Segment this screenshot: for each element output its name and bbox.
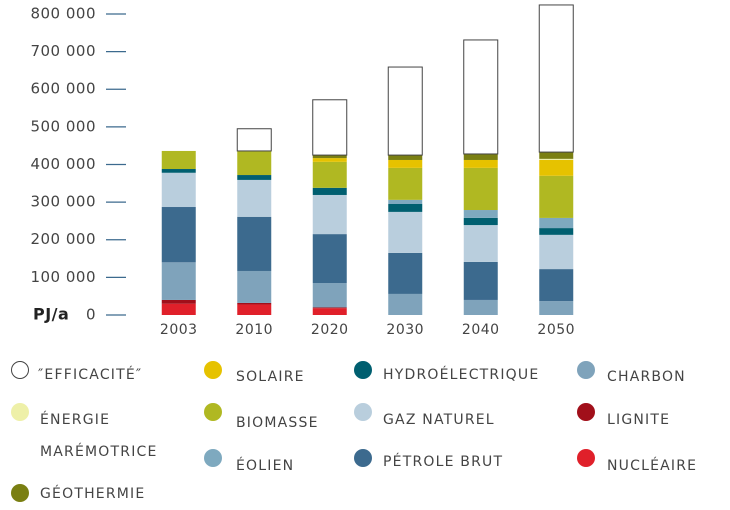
y-tick-label: 500 000: [30, 117, 96, 135]
legend-label: CHARBON: [607, 369, 686, 385]
y-tick-label: 400 000: [30, 155, 96, 173]
legend-label: HYDROÉLECTRIQUE: [383, 367, 540, 383]
bar-segment: [388, 211, 423, 253]
bar-segment: [312, 187, 347, 195]
y-tick-label: 700 000: [30, 42, 96, 60]
x-tick-label: 2020: [311, 322, 349, 338]
x-tick-label: 2003: [160, 322, 198, 338]
bar-segment: [538, 4, 574, 153]
bar-segment: [312, 283, 347, 308]
bar-segment: [387, 66, 423, 156]
bar-segment: [388, 155, 423, 160]
bar-segment: [388, 204, 423, 212]
bar-segment: [388, 159, 423, 168]
legend-marker: [577, 449, 595, 467]
x-tick-label: 2040: [462, 322, 500, 338]
bar-segment: [539, 269, 574, 302]
legend-label: BIOMASSE: [236, 415, 319, 431]
bar-segment: [463, 225, 498, 262]
bar-segment: [463, 299, 498, 315]
bar-segment: [161, 207, 196, 263]
bar-segment: [312, 155, 347, 159]
bar-segment: [463, 39, 499, 155]
legend-label: GÉOTHERMIE: [40, 486, 146, 502]
y-axis-label: PJ/a: [33, 305, 69, 324]
bar-segment: [463, 159, 498, 168]
legend-marker: [204, 361, 222, 379]
legend-marker: [354, 403, 372, 421]
legend-marker: [204, 449, 222, 467]
bar-segment: [237, 150, 272, 176]
bar-segment: [463, 153, 498, 160]
x-tick-label: 2030: [386, 322, 424, 338]
legend-marker: [577, 403, 595, 421]
bar-segment: [539, 234, 574, 270]
bar-segment: [539, 152, 574, 159]
bar-segment: [388, 199, 423, 205]
bar-segment: [463, 210, 498, 218]
legend-label: PÉTROLE BRUT: [383, 454, 504, 470]
bar-segment: [539, 175, 574, 218]
bar-segment: [236, 128, 272, 152]
x-tick-label: 2010: [235, 322, 273, 338]
bar-segment: [237, 216, 272, 271]
legend-label: ÉNERGIE MARÉMOTRICE: [40, 412, 158, 460]
bar-segment: [161, 169, 196, 173]
bar-segment: [312, 234, 347, 284]
bar-segment: [312, 161, 347, 188]
x-tick-label: 2050: [537, 322, 575, 338]
bar-segment: [312, 158, 347, 162]
legend-marker: [354, 361, 372, 379]
legend-label: SOLAIRE: [236, 369, 305, 385]
bar-segment: [161, 172, 196, 208]
bar-segment: [463, 217, 498, 226]
y-tick-label: 300 000: [30, 193, 96, 211]
bar-segment: [539, 301, 574, 315]
bar-segment: [539, 159, 574, 176]
y-tick-label: 800 000: [30, 4, 96, 22]
bar-segment: [161, 150, 196, 170]
legend-label: ÉOLIEN: [236, 458, 295, 474]
y-tick-label: 0: [86, 306, 96, 324]
bar-segment: [312, 307, 347, 309]
bar-segment: [312, 308, 347, 315]
bar-segment: [463, 261, 498, 300]
bar-segment: [237, 179, 272, 217]
legend-marker: [11, 361, 29, 379]
legend-marker: [204, 403, 222, 421]
bar-segment: [312, 99, 348, 156]
bar-segment: [388, 167, 423, 200]
bar-segment: [463, 167, 498, 211]
legend-marker: [577, 361, 595, 379]
bar-segment: [237, 175, 272, 180]
bar-segment: [539, 228, 574, 235]
bar-segment: [388, 293, 423, 315]
bar-segment: [161, 299, 196, 304]
bar-segment: [161, 303, 196, 315]
bar-segment: [237, 302, 272, 305]
bar-segment: [388, 252, 423, 294]
bar-segment: [161, 262, 196, 300]
legend-marker: [11, 484, 29, 502]
legend-label: LIGNITE: [607, 412, 671, 428]
bar-segment: [312, 194, 347, 235]
y-tick-label: 100 000: [30, 268, 96, 286]
legend-marker: [354, 449, 372, 467]
bar-segment: [237, 270, 272, 303]
y-tick-label: 600 000: [30, 80, 96, 98]
y-tick-label: 200 000: [30, 230, 96, 248]
bar-segment: [237, 304, 272, 315]
legend-label: GAZ NATUREL: [383, 412, 495, 428]
legend-label: ″EFFICACITÉ″: [38, 367, 143, 383]
legend-marker: [11, 403, 29, 421]
legend-label: NUCLÉAIRE: [607, 458, 698, 474]
bar-segment: [539, 158, 574, 160]
bar-segment: [539, 217, 574, 229]
